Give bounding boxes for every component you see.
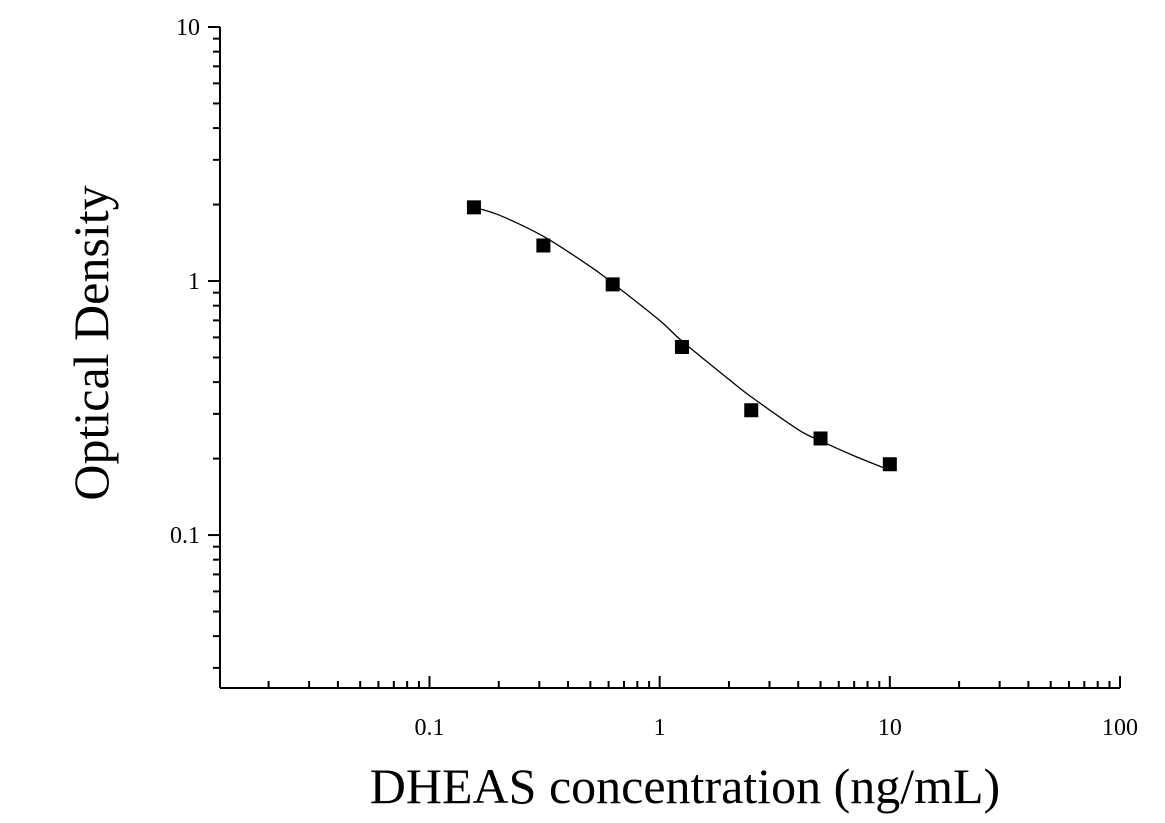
data-point <box>674 339 689 354</box>
data-point <box>605 277 620 292</box>
data-point <box>466 200 481 215</box>
data-points-layer <box>466 200 897 472</box>
y-axis-ticks <box>208 26 220 669</box>
data-point <box>744 403 759 418</box>
x-axis-tick-labels: 0.1 1 10 100 <box>414 715 1138 741</box>
y-axis-title: Optical Density <box>63 185 119 500</box>
x-tick-label: 10 <box>878 715 902 741</box>
y-tick-label: 0.1 <box>170 523 200 549</box>
y-tick-label: 1 <box>188 269 200 295</box>
axes <box>219 27 1120 689</box>
data-point <box>882 457 897 472</box>
y-axis-tick-labels: 0.1 1 10 <box>170 15 200 549</box>
y-tick-label: 10 <box>176 15 200 41</box>
fit-curve-layer <box>473 206 891 471</box>
x-axis-title: DHEAS concentration (ng/mL) <box>370 758 1000 814</box>
x-tick-label: 1 <box>654 715 666 741</box>
x-tick-label: 0.1 <box>414 715 444 741</box>
fit-curve <box>473 206 891 471</box>
data-point <box>813 431 828 446</box>
x-tick-label: 100 <box>1102 715 1138 741</box>
data-point <box>536 238 551 253</box>
x-axis-ticks <box>267 676 1121 688</box>
